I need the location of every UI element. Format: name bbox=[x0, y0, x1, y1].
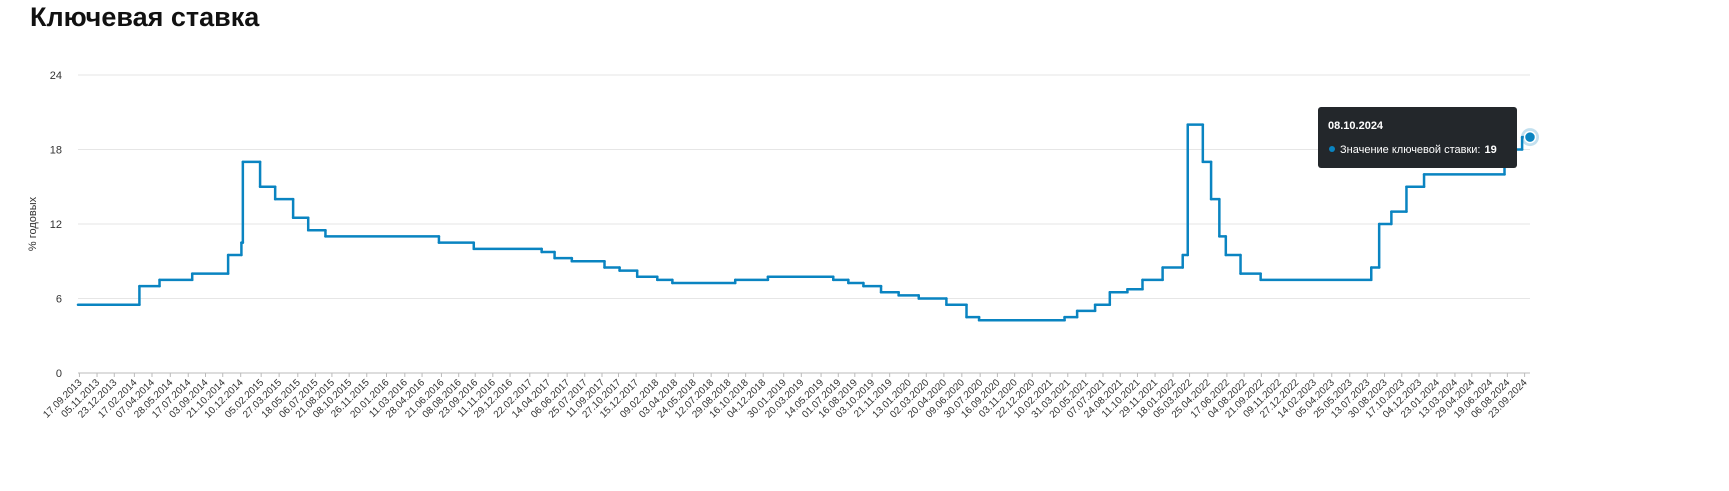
hover-point bbox=[1523, 130, 1537, 144]
tooltip-date: 08.10.2024 bbox=[1328, 120, 1384, 132]
tooltip-text: Значение ключевой ставки: 19 bbox=[1340, 144, 1497, 156]
chart-title: Ключевая ставка bbox=[30, 2, 260, 32]
tooltip-dot bbox=[1329, 146, 1335, 152]
y-axis-title: % годовых bbox=[27, 196, 39, 251]
tooltip-value: 19 bbox=[1484, 144, 1496, 156]
y-tick-label: 0 bbox=[56, 368, 62, 380]
y-tick-label: 6 bbox=[56, 294, 62, 306]
tooltip-series: Значение ключевой ставки: bbox=[1340, 144, 1480, 156]
y-tick-label: 18 bbox=[50, 145, 62, 157]
y-tick-label: 12 bbox=[50, 219, 62, 231]
y-tick-label: 24 bbox=[50, 70, 62, 82]
tooltip bbox=[1318, 107, 1517, 168]
